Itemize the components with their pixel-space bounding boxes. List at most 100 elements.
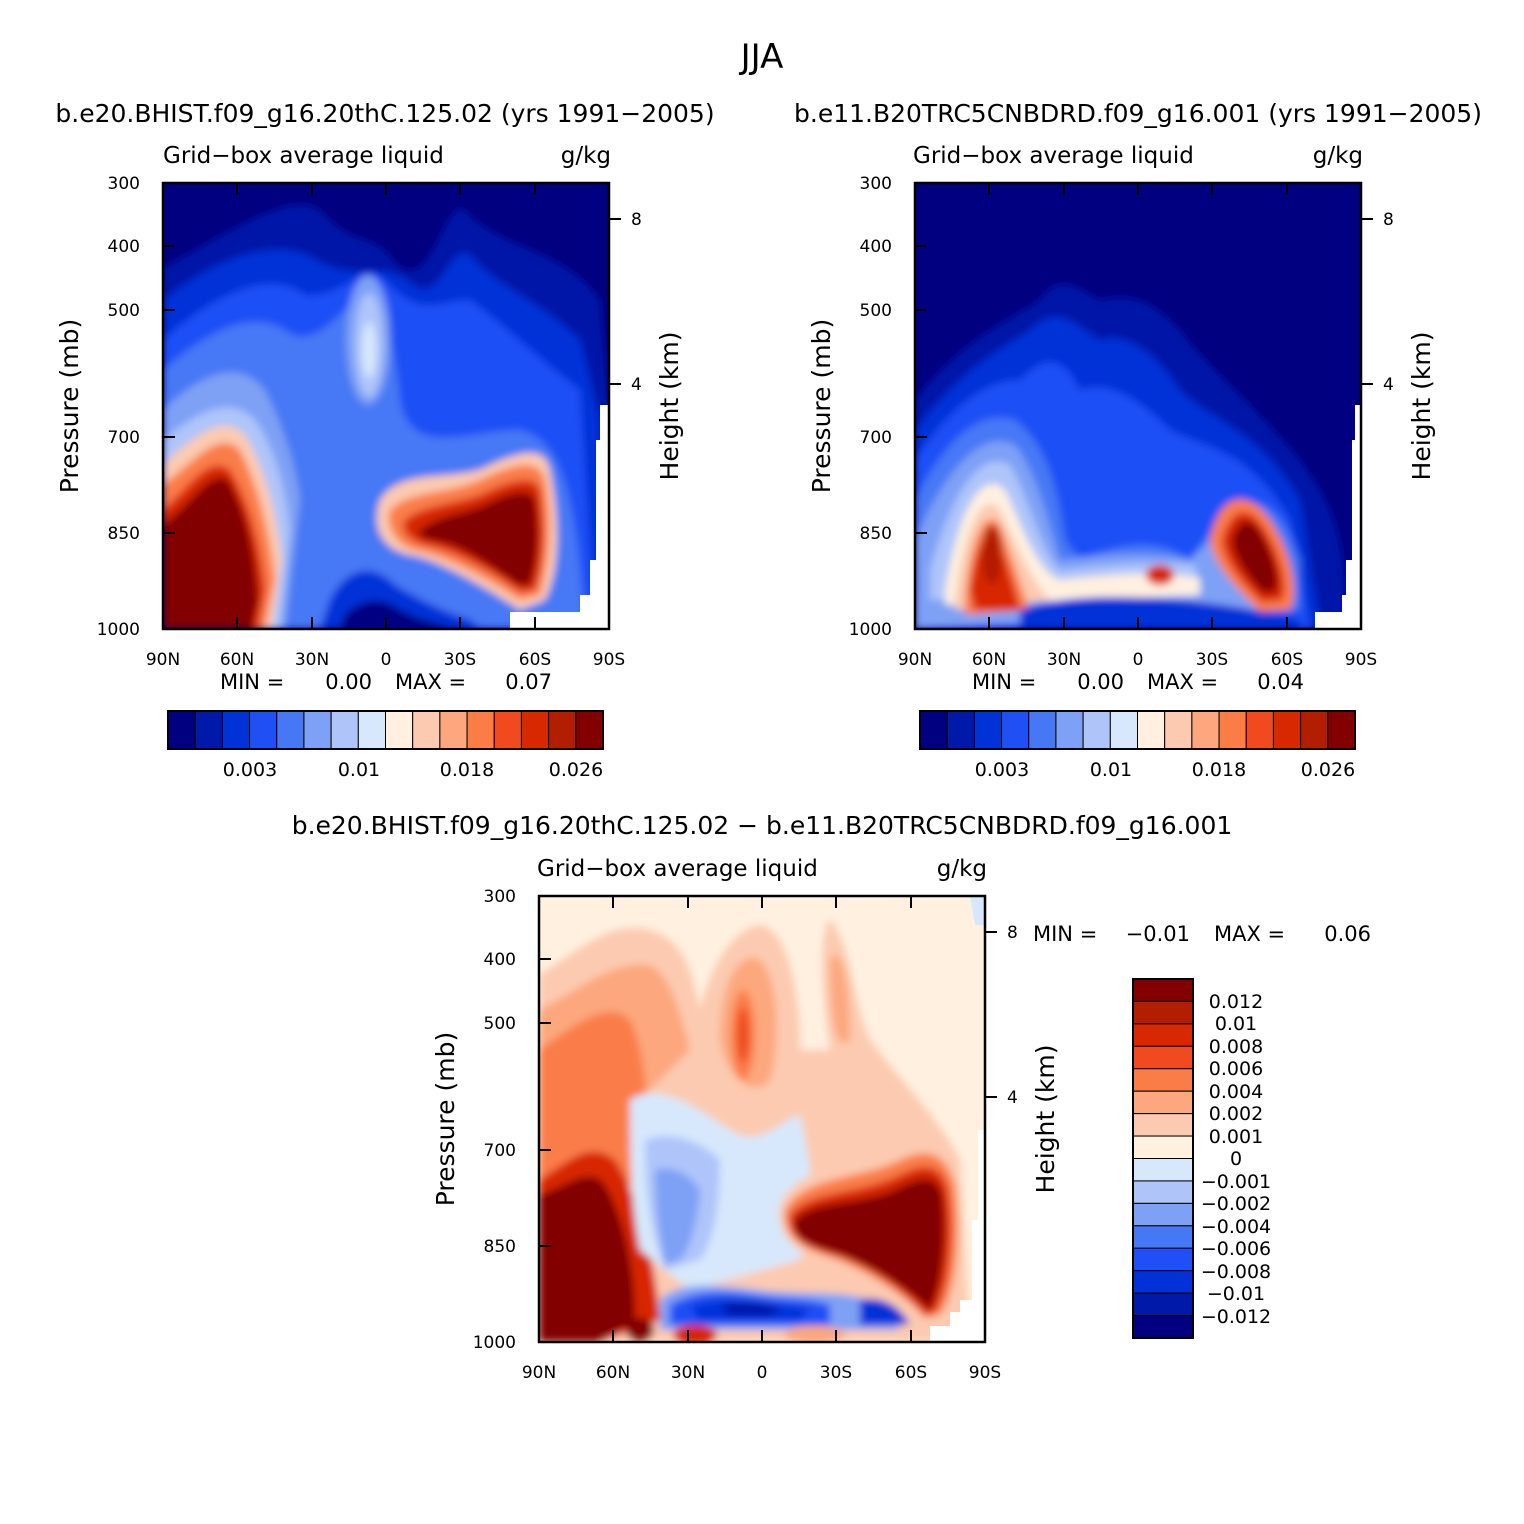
panel-2-xtick-60s: 60S <box>1271 650 1303 670</box>
panel-2-colorbar-swatch-5 <box>1028 710 1057 750</box>
panel-3-ytick-500: 500 <box>484 1014 516 1034</box>
panel-1-colorbar-swatch-3 <box>221 710 251 750</box>
panel-2-ylabel-right: Height (km) <box>1407 332 1436 481</box>
panel-3-colorbar-swatch-8 <box>1132 1135 1194 1159</box>
panel-3-cb-label: 0.002 <box>1209 1103 1263 1125</box>
panel-1-xtick-30n: 30N <box>295 650 329 670</box>
panel-1-colorbar <box>167 710 604 750</box>
panel-1-min-value: 0.00 <box>325 670 372 694</box>
panel-1-ytick-500: 500 <box>108 301 140 321</box>
panel-2-colorbar-swatch-10 <box>1164 710 1193 750</box>
panel-1-height-tick-8: 8 <box>631 210 642 230</box>
panel-1-colorbar-swatch-5 <box>276 710 305 750</box>
panel-3-colorbar-swatch-14 <box>1132 1270 1194 1294</box>
panel-3-xtick-30s: 30S <box>820 1363 852 1383</box>
panel-2-colorbar <box>919 710 1356 750</box>
panel-2-plot-field <box>915 183 1361 629</box>
panel-3-colorbar-swatch-13 <box>1132 1247 1194 1272</box>
panel-3-ytick-700: 700 <box>484 1141 516 1161</box>
panel-3-colorbar-swatch-11 <box>1132 1202 1194 1227</box>
panel-3-ytick-400: 400 <box>484 950 516 970</box>
panel-1-colorbar-swatch-15 <box>548 710 577 750</box>
panel-1-colorbar-swatch-8 <box>357 710 386 750</box>
panel-3-colorbar-swatch-6 <box>1132 1090 1194 1115</box>
panel-3-colorbar-swatch-3 <box>1132 1023 1194 1047</box>
panel-2-colorbar-swatch-1 <box>919 710 948 750</box>
panel-2-colorbar-swatch-8 <box>1109 710 1138 750</box>
panel-1-colorbar-swatch-7 <box>330 710 359 750</box>
panel-2-cb-label-2: 0.01 <box>1090 759 1132 781</box>
panel-2-ytick-300: 300 <box>860 174 892 194</box>
panel-2-cb-label-4: 0.026 <box>1301 759 1355 781</box>
panel-1-cb-label-1: 0.003 <box>223 759 277 781</box>
panel-1-xtick-90n: 90N <box>146 650 180 670</box>
panel-1-cb-label-4: 0.026 <box>549 759 603 781</box>
panel-1-colorbar-swatch-14 <box>520 710 550 750</box>
panel-1-axes <box>162 182 621 630</box>
panel-3-colorbar-swatch-10 <box>1132 1180 1194 1204</box>
panel-3-colorbar-swatch-16 <box>1132 1315 1194 1339</box>
panel-1-max-value: 0.07 <box>505 670 552 694</box>
panel-3-xtick-90s: 90S <box>969 1363 1001 1383</box>
panel-3-colorbar-swatch-2 <box>1132 1000 1194 1025</box>
panel-3-xtick-90n: 90N <box>522 1363 556 1383</box>
panel-2-colorbar-swatch-14 <box>1272 710 1302 750</box>
panel-1-ytick-850: 850 <box>108 524 140 544</box>
panel-3-cb-label: −0.002 <box>1201 1193 1271 1215</box>
panel-3-units-label: g/kg <box>937 856 987 882</box>
panel-2-height-tick-4: 4 <box>1383 375 1394 395</box>
panel-2-colorbar-swatch-16 <box>1327 710 1356 750</box>
panel-3-colorbar-swatch-7 <box>1132 1113 1194 1137</box>
panel-3-ytick-850: 850 <box>484 1237 516 1257</box>
panel-2-colorbar-swatch-2 <box>946 710 975 750</box>
panel-3-cb-label: 0 <box>1230 1148 1242 1170</box>
panel-1-ytick-400: 400 <box>108 237 140 257</box>
panel-3-cb-label: −0.001 <box>1201 1171 1271 1193</box>
panel-2-min-value: 0.00 <box>1077 670 1124 694</box>
panel-2-ytick-400: 400 <box>860 237 892 257</box>
panel-1-title: b.e20.BHIST.f09_g16.20thC.125.02 (yrs 19… <box>55 99 714 128</box>
panel-1-xtick-90s: 90S <box>593 650 625 670</box>
panel-1-min-label: MIN = <box>220 670 284 694</box>
panel-1-colorbar-swatch-6 <box>303 710 332 750</box>
panel-3: b.e20.BHIST.f09_g16.20thC.125.02 − b.e11… <box>292 811 1371 1383</box>
panel-3-ytick-1000: 1000 <box>473 1333 516 1353</box>
panel-2-variable-label: Grid−box average liquid <box>913 143 1194 169</box>
panel-2-cb-label-1: 0.003 <box>975 759 1029 781</box>
panel-3-cb-label: 0.012 <box>1209 991 1263 1013</box>
panel-3-max-value: 0.06 <box>1324 922 1371 946</box>
panel-2: b.e11.B20TRC5CNBDRD.f09_g16.001 (yrs 199… <box>794 99 1482 781</box>
panel-1-colorbar-frame <box>167 710 604 750</box>
panel-1-ylabel: Pressure (mb) <box>55 319 84 493</box>
panel-2-ylabel: Pressure (mb) <box>807 319 836 493</box>
panel-1-colorbar-swatch-1 <box>167 710 196 750</box>
panel-2-ytick-1000: 1000 <box>849 620 892 640</box>
panel-3-ylabel: Pressure (mb) <box>431 1032 460 1206</box>
panel-1-cb-label-2: 0.01 <box>338 759 380 781</box>
panel-3-ytick-300: 300 <box>484 887 516 907</box>
panel-3-colorbar-swatch-4 <box>1132 1045 1194 1070</box>
panel-3-cb-label: 0.004 <box>1209 1081 1263 1103</box>
panel-3-cb-label: −0.004 <box>1201 1216 1271 1238</box>
panel-1-colorbar-swatch-10 <box>412 710 441 750</box>
panel-2-xtick-90s: 90S <box>1345 650 1377 670</box>
panel-2-units-label: g/kg <box>1313 143 1363 169</box>
panel-3-axes <box>539 895 997 1343</box>
panel-2-colorbar-swatch-11 <box>1191 710 1220 750</box>
panel-1-cb-label-3: 0.018 <box>440 759 494 781</box>
panel-2-xtick-0: 0 <box>1133 650 1144 670</box>
panel-3-min-label: MIN = <box>1033 922 1097 946</box>
panel-3-xtick-60n: 60N <box>596 1363 630 1383</box>
panel-3-height-tick-4: 4 <box>1007 1088 1018 1108</box>
panel-2-max-label: MAX = <box>1147 670 1218 694</box>
panel-2-title: b.e11.B20TRC5CNBDRD.f09_g16.001 (yrs 199… <box>794 99 1482 128</box>
panel-3-cb-label: 0.001 <box>1209 1126 1263 1148</box>
panel-3-cb-label: 0.006 <box>1209 1058 1263 1080</box>
panel-3-colorbar-frame <box>1132 978 1194 1339</box>
panel-1-colorbar-swatch-13 <box>493 710 522 750</box>
panel-3-xtick-30n: 30N <box>671 1363 705 1383</box>
panel-3-title: b.e20.BHIST.f09_g16.20thC.125.02 − b.e11… <box>292 811 1233 840</box>
panel-3-max-label: MAX = <box>1214 922 1285 946</box>
panel-1-colorbar-swatch-9 <box>385 710 414 750</box>
panel-3-plot-field <box>539 896 985 1342</box>
